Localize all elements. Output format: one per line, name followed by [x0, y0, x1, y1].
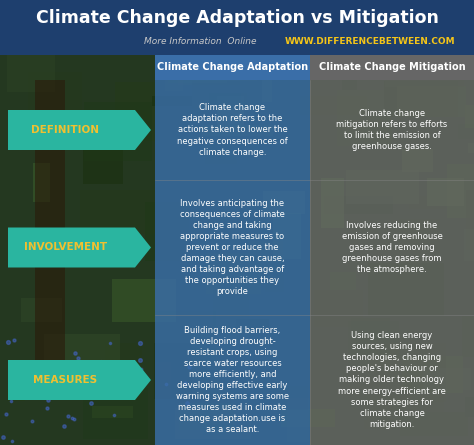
- FancyBboxPatch shape: [344, 50, 393, 76]
- Text: More Information  Online: More Information Online: [144, 37, 256, 46]
- FancyBboxPatch shape: [210, 93, 247, 109]
- FancyBboxPatch shape: [171, 348, 219, 397]
- Point: [0, 433, 6, 440]
- FancyBboxPatch shape: [370, 344, 446, 402]
- FancyBboxPatch shape: [183, 62, 257, 81]
- FancyBboxPatch shape: [423, 368, 471, 389]
- Text: Climate change
adaptation refers to the
actions taken to lower the
negative cons: Climate change adaptation refers to the …: [177, 103, 288, 157]
- Text: Involves anticipating the
consequences of climate
change and taking
appropriate : Involves anticipating the consequences o…: [180, 198, 285, 296]
- FancyBboxPatch shape: [7, 389, 25, 401]
- Point: [183, 400, 191, 407]
- FancyBboxPatch shape: [236, 320, 269, 331]
- FancyBboxPatch shape: [35, 80, 65, 390]
- FancyBboxPatch shape: [112, 279, 176, 322]
- FancyBboxPatch shape: [365, 395, 444, 429]
- FancyBboxPatch shape: [269, 386, 308, 409]
- Point: [71, 349, 78, 356]
- FancyBboxPatch shape: [351, 318, 390, 355]
- Point: [60, 423, 67, 430]
- FancyBboxPatch shape: [165, 60, 182, 91]
- FancyBboxPatch shape: [84, 101, 152, 161]
- FancyBboxPatch shape: [465, 190, 474, 250]
- FancyBboxPatch shape: [465, 105, 474, 128]
- Point: [136, 340, 144, 347]
- FancyBboxPatch shape: [462, 316, 474, 357]
- FancyBboxPatch shape: [310, 55, 474, 80]
- Point: [74, 355, 82, 362]
- FancyBboxPatch shape: [300, 96, 367, 115]
- FancyBboxPatch shape: [178, 398, 231, 409]
- Text: INVOLVEMENT: INVOLVEMENT: [24, 243, 107, 252]
- FancyBboxPatch shape: [195, 391, 232, 433]
- FancyBboxPatch shape: [92, 406, 133, 418]
- FancyBboxPatch shape: [348, 321, 399, 366]
- FancyBboxPatch shape: [385, 39, 465, 87]
- Text: DEFINITION: DEFINITION: [31, 125, 99, 135]
- Point: [88, 400, 95, 407]
- Point: [44, 364, 52, 371]
- Text: Climate change
mitigation refers to efforts
to limit the emission of
greenhouse : Climate change mitigation refers to effo…: [337, 109, 447, 151]
- FancyBboxPatch shape: [7, 55, 55, 92]
- FancyBboxPatch shape: [21, 299, 62, 322]
- Text: Involves reducing the
emission of greenhouse
gases and removing
greenhouse gases: Involves reducing the emission of greenh…: [342, 221, 442, 274]
- FancyBboxPatch shape: [152, 96, 192, 106]
- FancyBboxPatch shape: [401, 412, 468, 436]
- FancyBboxPatch shape: [399, 218, 440, 275]
- Point: [185, 364, 192, 371]
- FancyBboxPatch shape: [34, 163, 50, 202]
- FancyBboxPatch shape: [154, 344, 192, 399]
- FancyBboxPatch shape: [281, 409, 335, 428]
- Point: [10, 337, 18, 344]
- Point: [70, 416, 77, 423]
- Point: [182, 380, 189, 387]
- FancyBboxPatch shape: [212, 291, 249, 334]
- FancyBboxPatch shape: [447, 165, 474, 218]
- Text: Climate Change Adaptation: Climate Change Adaptation: [157, 62, 308, 73]
- FancyBboxPatch shape: [178, 45, 240, 85]
- FancyBboxPatch shape: [82, 127, 123, 184]
- FancyBboxPatch shape: [457, 190, 474, 215]
- Text: Building flood barriers,
developing drought-
resistant crops, using
scarce water: Building flood barriers, developing drou…: [176, 326, 289, 434]
- FancyBboxPatch shape: [155, 311, 216, 362]
- FancyBboxPatch shape: [155, 315, 310, 445]
- FancyBboxPatch shape: [310, 80, 474, 180]
- Point: [2, 410, 10, 417]
- Point: [8, 437, 16, 445]
- Point: [137, 356, 144, 363]
- FancyBboxPatch shape: [115, 82, 160, 141]
- FancyBboxPatch shape: [402, 356, 464, 393]
- FancyBboxPatch shape: [342, 30, 357, 90]
- Text: Climate Change Adaptation vs Mitigation: Climate Change Adaptation vs Mitigation: [36, 9, 438, 27]
- FancyBboxPatch shape: [203, 424, 225, 435]
- Polygon shape: [8, 110, 151, 150]
- FancyBboxPatch shape: [206, 144, 237, 164]
- Point: [110, 411, 118, 418]
- FancyBboxPatch shape: [330, 272, 356, 290]
- FancyBboxPatch shape: [458, 124, 474, 139]
- FancyBboxPatch shape: [314, 290, 363, 327]
- FancyBboxPatch shape: [310, 315, 474, 445]
- FancyBboxPatch shape: [179, 404, 234, 430]
- Text: Using clean energy
sources, using new
technologies, changing
people's behaviour : Using clean energy sources, using new te…: [338, 331, 446, 429]
- FancyBboxPatch shape: [263, 191, 305, 214]
- FancyBboxPatch shape: [468, 142, 474, 153]
- Point: [43, 405, 51, 412]
- Point: [96, 393, 104, 400]
- FancyBboxPatch shape: [45, 334, 120, 376]
- FancyBboxPatch shape: [292, 35, 316, 70]
- FancyBboxPatch shape: [368, 263, 444, 316]
- FancyBboxPatch shape: [384, 81, 458, 117]
- FancyBboxPatch shape: [155, 180, 310, 315]
- FancyBboxPatch shape: [249, 241, 283, 282]
- Point: [7, 397, 15, 405]
- FancyBboxPatch shape: [310, 180, 474, 315]
- FancyBboxPatch shape: [464, 229, 474, 261]
- Text: WWW.DIFFERENCEBETWEEN.COM: WWW.DIFFERENCEBETWEEN.COM: [285, 37, 456, 46]
- Point: [27, 417, 35, 425]
- FancyBboxPatch shape: [324, 196, 393, 214]
- Point: [72, 388, 80, 396]
- FancyBboxPatch shape: [83, 388, 148, 438]
- Polygon shape: [8, 360, 151, 400]
- Point: [98, 358, 105, 365]
